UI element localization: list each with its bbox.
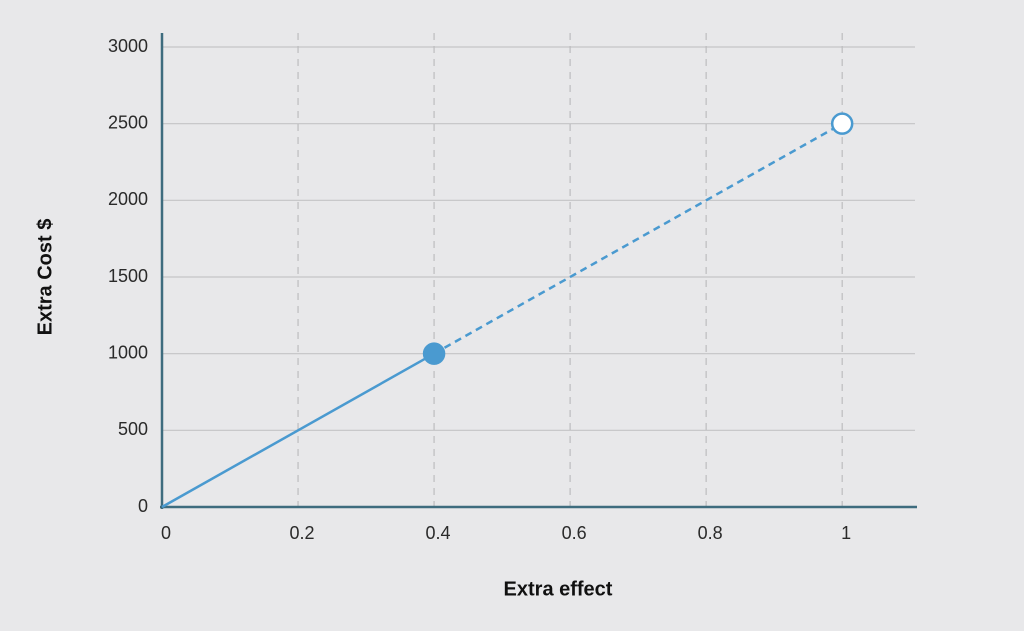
y-tick-label: 1500 — [108, 266, 148, 286]
x-tick-label: 0.6 — [562, 523, 587, 543]
marker — [422, 342, 446, 365]
y-tick-label: 2500 — [108, 112, 148, 132]
y-tick-label: 1000 — [108, 342, 148, 362]
x-axis-title: Extra effect — [504, 578, 613, 600]
x-tick-label: 0.2 — [290, 523, 315, 543]
y-tick-label: 3000 — [108, 36, 148, 56]
marker — [830, 112, 854, 135]
y-tick-label: 0 — [138, 496, 148, 516]
line-series — [161, 352, 435, 509]
x-tick-label: 0.4 — [426, 523, 451, 543]
x-tick-label: 1 — [841, 523, 851, 543]
y-axis-title: Extra Cost $ — [34, 219, 56, 336]
y-tick-label: 2000 — [108, 189, 148, 209]
line-series — [433, 122, 843, 355]
x-tick-label: 0 — [161, 523, 171, 543]
y-tick-label: 500 — [118, 419, 148, 439]
x-tick-label: 0.8 — [698, 523, 723, 543]
